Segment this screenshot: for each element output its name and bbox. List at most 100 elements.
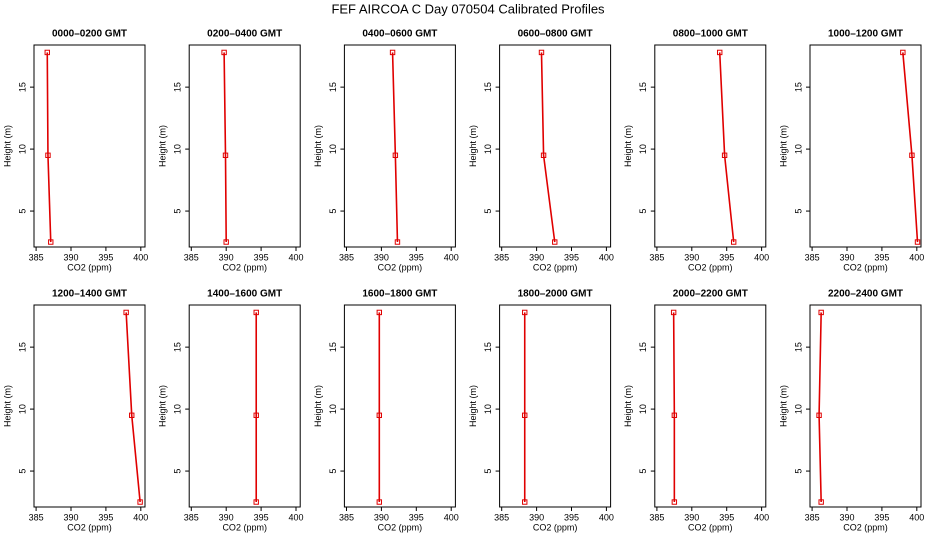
x-axis-label: CO2 (ppm) (843, 262, 888, 272)
y-axis-label: Height (m) (313, 125, 323, 167)
x-axis-label: CO2 (ppm) (688, 262, 733, 272)
y-tick-label: 5 (173, 469, 183, 474)
profile-point (389, 49, 396, 56)
x-tick-label: 395 (564, 252, 579, 262)
y-tick-label: 10 (793, 404, 803, 414)
y-tick-label: 15 (638, 342, 648, 352)
y-tick-label: 10 (173, 144, 183, 154)
profile-point (818, 309, 824, 316)
y-tick-label: 15 (173, 342, 183, 352)
profile-line (902, 52, 919, 243)
y-tick-label: 15 (483, 82, 493, 92)
x-axis-label: CO2 (ppm) (378, 262, 423, 272)
x-tick-label: 400 (909, 252, 924, 262)
page-title: FEF AIRCOA C Day 070504 Calibrated Profi… (331, 1, 605, 16)
x-tick-label: 390 (839, 512, 854, 522)
y-tick-label: 5 (328, 469, 338, 474)
y-tick-label: 10 (328, 144, 338, 154)
profile-point (221, 49, 227, 56)
y-tick-label: 5 (17, 209, 27, 214)
profile-point (376, 499, 383, 505)
x-axis-label: CO2 (ppm) (67, 522, 112, 532)
profile-line (391, 52, 399, 243)
profile-point (222, 152, 229, 158)
x-tick-label: 385 (339, 252, 354, 262)
y-axis-label: Height (m) (468, 385, 478, 427)
x-tick-label: 390 (219, 512, 234, 522)
y-tick-label: 10 (793, 144, 803, 154)
profile-point (522, 412, 528, 418)
x-tick-label: 400 (909, 512, 924, 522)
x-tick-label: 385 (649, 252, 664, 262)
x-tick-label: 390 (374, 512, 389, 522)
profile-point (909, 152, 915, 158)
profile-point (730, 239, 737, 245)
profile-point (717, 49, 723, 56)
y-tick-label: 15 (793, 82, 803, 92)
y-tick-label: 5 (793, 469, 803, 474)
profile-line (718, 52, 735, 243)
y-axis-label: Height (m) (468, 125, 478, 167)
x-tick-label: 390 (839, 252, 854, 262)
profile-point (818, 499, 824, 505)
x-tick-label: 390 (684, 252, 699, 262)
x-tick-label: 385 (29, 252, 44, 262)
x-tick-label: 385 (649, 512, 664, 522)
x-tick-label: 385 (805, 252, 820, 262)
x-tick-label: 400 (288, 252, 303, 262)
x-tick-label: 395 (564, 512, 579, 522)
x-tick-label: 395 (719, 512, 734, 522)
x-tick-label: 400 (288, 512, 303, 522)
profile-point (670, 309, 677, 316)
y-axis-label: Height (m) (158, 385, 168, 427)
profile-point (816, 412, 822, 418)
x-tick-label: 395 (409, 252, 424, 262)
x-tick-label: 390 (529, 512, 544, 522)
y-tick-label: 15 (17, 82, 27, 92)
y-tick-label: 5 (793, 209, 803, 214)
panel-title: 1200–1400 GMT (52, 289, 127, 300)
profile-point (253, 499, 259, 505)
y-tick-label: 10 (483, 144, 493, 154)
y-tick-label: 15 (793, 342, 803, 352)
x-tick-label: 385 (339, 512, 354, 522)
x-tick-label: 400 (599, 512, 614, 522)
x-tick-label: 395 (98, 252, 113, 262)
y-tick-label: 10 (483, 404, 493, 414)
x-tick-label: 395 (874, 512, 889, 522)
panel-title: 0000–0200 GMT (52, 29, 127, 40)
panel-title: 1600–1800 GMT (362, 289, 437, 300)
profile-point (137, 499, 143, 505)
profile-point (253, 309, 259, 316)
panel-title: 2000–2200 GMT (673, 289, 748, 300)
profile-point (552, 239, 558, 245)
plot-frame (188, 44, 301, 248)
x-tick-label: 385 (29, 512, 44, 522)
profile-point (671, 499, 678, 505)
y-tick-label: 15 (483, 342, 493, 352)
plot-frame (33, 44, 146, 248)
panel-title: 1400–1600 GMT (207, 289, 282, 300)
x-tick-label: 400 (754, 252, 769, 262)
x-tick-label: 390 (63, 252, 78, 262)
profile-point (522, 499, 528, 505)
plot-frame (343, 304, 456, 508)
profile-point (900, 49, 906, 56)
y-tick-label: 10 (17, 404, 27, 414)
y-tick-label: 10 (173, 404, 183, 414)
profile-point (123, 309, 129, 316)
panel-title: 1800–2000 GMT (518, 289, 593, 300)
y-axis-label: Height (m) (2, 125, 12, 167)
profile-point (129, 412, 135, 418)
y-axis-label: Height (m) (158, 125, 168, 167)
x-axis-label: CO2 (ppm) (533, 522, 578, 532)
plot-frame (33, 304, 146, 508)
plot-frame (809, 304, 922, 508)
profile-point (253, 412, 259, 418)
plot-frame (654, 44, 767, 248)
x-axis-label: CO2 (ppm) (222, 262, 267, 272)
profile-line (223, 52, 227, 243)
y-axis-label: Height (m) (623, 385, 633, 427)
profile-point (45, 152, 51, 158)
y-tick-label: 5 (483, 469, 493, 474)
